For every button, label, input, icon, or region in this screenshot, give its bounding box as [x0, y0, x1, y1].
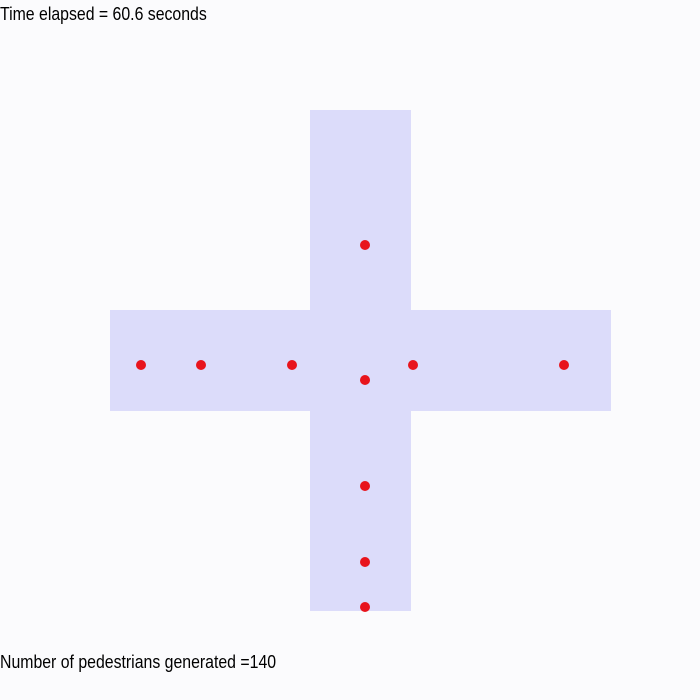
pedestrian-dot	[196, 360, 206, 370]
pedestrian-dot	[360, 481, 370, 491]
time-elapsed-label: Time elapsed = 60.6 seconds	[0, 4, 207, 24]
pedestrians	[136, 240, 569, 612]
pedestrian-dot	[408, 360, 418, 370]
pedestrian-dot	[559, 360, 569, 370]
pedestrian-dot	[360, 557, 370, 567]
pedestrian-dot	[287, 360, 297, 370]
walkway-horizontal	[110, 310, 611, 411]
walkway	[110, 110, 611, 611]
pedestrians-generated-label: Number of pedestrians generated =140	[0, 652, 277, 672]
pedestrian-dot	[136, 360, 146, 370]
pedestrian-dot	[360, 602, 370, 612]
pedestrian-dot	[360, 375, 370, 385]
pedestrian-dot	[360, 240, 370, 250]
